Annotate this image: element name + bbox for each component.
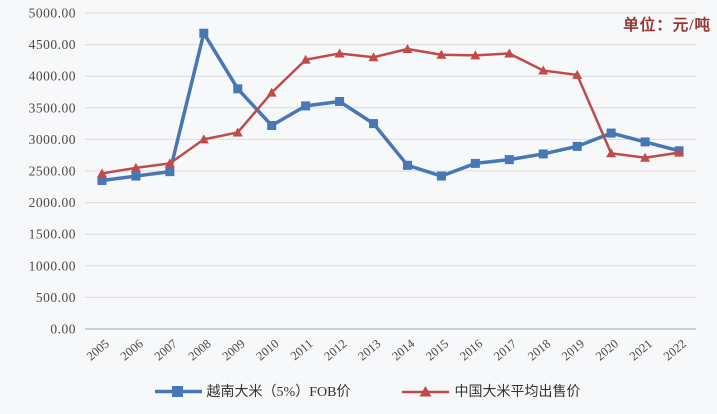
legend-item-vietnam-fob: 越南大米（5%）FOB价 (154, 381, 351, 401)
data-point-square (97, 175, 107, 185)
y-axis-tick-label: 3000.00 (29, 132, 76, 147)
y-axis-tick-label: 2500.00 (29, 164, 76, 179)
data-point-square (640, 137, 650, 147)
x-axis-tick-label: 2009 (220, 337, 248, 364)
y-axis-tick-label: 5000.00 (29, 6, 76, 21)
x-axis-tick-label: 2008 (186, 337, 214, 364)
x-axis-tick-label: 2005 (84, 337, 112, 364)
data-point-triangle (300, 54, 311, 64)
data-point-square (233, 84, 243, 94)
y-axis-tick-label: 4500.00 (29, 37, 76, 52)
legend-label-china-avg: 中国大米平均出售价 (454, 385, 581, 400)
series-line-square (101, 31, 680, 183)
x-axis-tick-label: 2018 (525, 337, 553, 364)
data-point-square (436, 171, 446, 181)
data-point-triangle (504, 48, 515, 58)
legend-square-marker-icon (154, 385, 202, 398)
x-axis-tick-label: 2006 (118, 337, 146, 364)
data-point-triangle (538, 65, 549, 75)
data-point-triangle (334, 48, 345, 58)
data-point-triangle (402, 44, 413, 54)
data-point-triangle (572, 69, 583, 79)
y-axis-tick-label: 500.00 (36, 290, 76, 305)
x-axis-tick-label: 2017 (491, 337, 519, 364)
data-point-square (165, 167, 175, 177)
data-point-square (470, 158, 480, 168)
series-line-triangle (101, 47, 680, 175)
data-point-square (301, 101, 311, 111)
x-axis-tick-label: 2011 (288, 337, 316, 364)
data-point-square (504, 155, 514, 165)
data-point-square (199, 28, 209, 38)
data-point-square (369, 119, 379, 129)
data-point-square (131, 171, 141, 181)
x-axis-tick-label: 2019 (559, 337, 587, 364)
data-point-square (335, 96, 345, 106)
data-point-triangle (130, 162, 141, 172)
y-axis-tick-label: 2000.00 (29, 195, 76, 210)
x-axis-tick-label: 2012 (321, 337, 349, 364)
unit-label: 单位：元/吨 (623, 17, 711, 34)
data-point-triangle (164, 158, 175, 168)
legend-triangle-marker-icon (402, 385, 450, 398)
data-point-triangle (368, 52, 379, 62)
data-point-triangle (470, 50, 481, 60)
data-point-triangle (266, 87, 277, 97)
data-point-triangle (606, 148, 617, 158)
data-point-square (606, 128, 616, 138)
x-axis-tick-label: 2007 (152, 337, 180, 364)
y-axis-tick-label: 4000.00 (29, 69, 76, 84)
x-axis-tick-label: 2021 (627, 337, 655, 364)
data-point-triangle (96, 168, 107, 178)
legend: 越南大米（5%）FOB价 中国大米平均出售价 (0, 381, 717, 401)
data-point-square (538, 149, 548, 159)
y-axis-tick-label: 1500.00 (29, 227, 76, 242)
data-point-triangle (436, 49, 447, 59)
legend-label-vietnam-fob: 越南大米（5%）FOB价 (206, 385, 351, 400)
data-point-square (402, 160, 412, 170)
x-axis-tick-label: 2015 (423, 337, 451, 364)
x-axis-tick-label: 2020 (593, 337, 621, 364)
data-point-triangle (674, 147, 685, 157)
x-axis-tick-label: 2022 (661, 337, 689, 364)
y-axis-tick-label: 3500.00 (29, 100, 76, 115)
data-point-square (572, 141, 582, 151)
legend-item-china-avg: 中国大米平均出售价 (402, 381, 580, 401)
data-point-square (267, 120, 277, 130)
y-axis-tick-label: 0.00 (50, 322, 76, 337)
data-point-triangle (198, 134, 209, 144)
x-axis-tick-label: 2014 (389, 336, 418, 363)
data-point-triangle (640, 152, 651, 162)
x-axis-tick-label: 2016 (457, 337, 485, 364)
data-point-triangle (232, 127, 243, 137)
y-axis-tick-label: 1000.00 (29, 258, 76, 273)
x-axis-tick-label: 2010 (253, 337, 281, 364)
x-axis-tick-label: 2013 (355, 337, 383, 364)
